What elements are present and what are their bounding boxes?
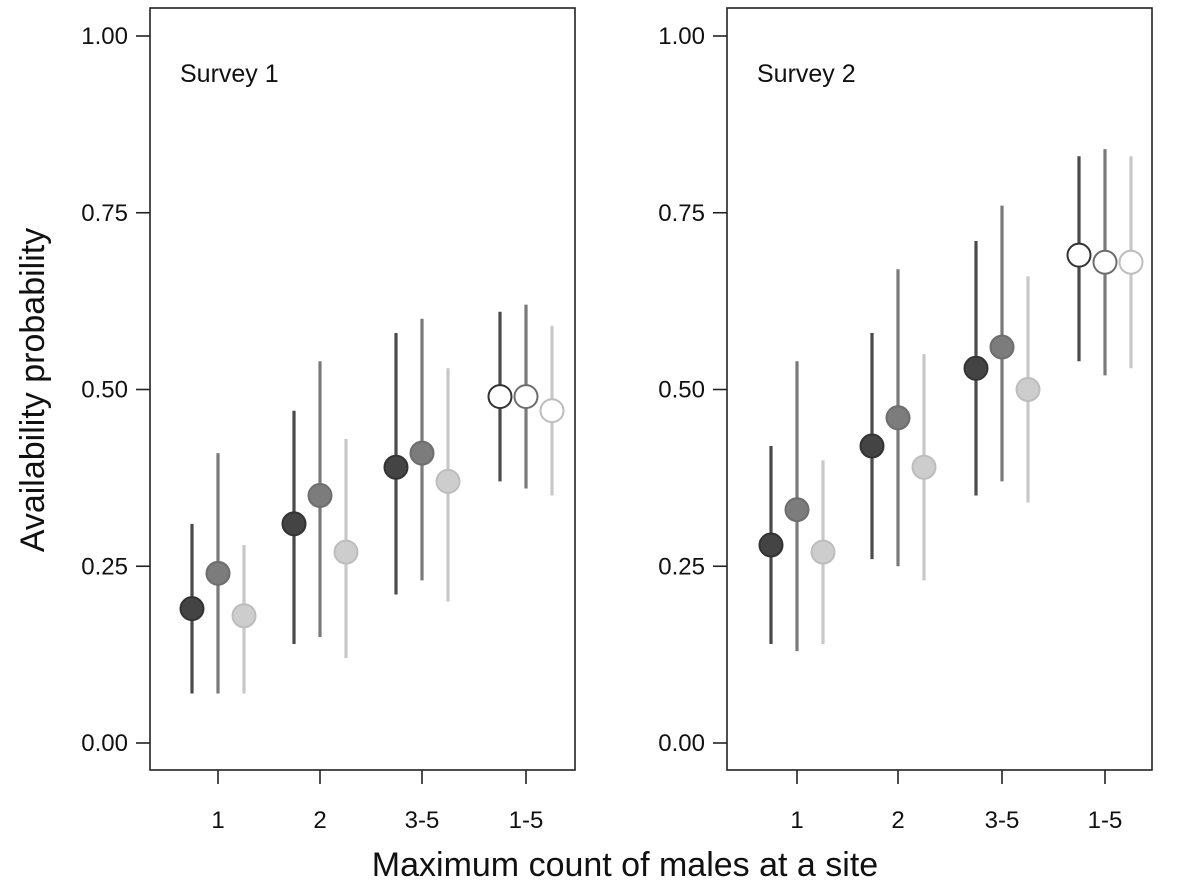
plot-frame: [726, 7, 1153, 771]
x-tick-label: 3-5: [985, 807, 1020, 834]
estimate-point: [989, 334, 1015, 360]
estimate-point: [333, 539, 359, 565]
estimate-point: [307, 483, 333, 509]
x-tick-label: 1: [790, 807, 803, 834]
y-tick-label: 0.25: [658, 553, 705, 580]
y-tick-label: 0.00: [658, 730, 705, 757]
estimate-point: [963, 355, 989, 381]
estimate-point: [758, 532, 784, 558]
x-tick-label: 3-5: [405, 807, 440, 834]
estimate-point: [435, 468, 461, 494]
x-tick-label: 2: [313, 807, 326, 834]
estimate-point: [513, 384, 539, 410]
y-tick-label: 0.00: [81, 730, 128, 757]
panel-label: Survey 2: [757, 60, 856, 88]
x-tick-label: 1: [211, 807, 224, 834]
estimate-point: [784, 497, 810, 523]
x-tick-label: 1-5: [509, 807, 544, 834]
estimate-point: [539, 398, 565, 424]
y-tick-label: 0.75: [81, 200, 128, 227]
x-axis-title: Maximum count of males at a site: [372, 846, 878, 884]
x-tick-label: 1-5: [1088, 807, 1123, 834]
estimate-point: [810, 539, 836, 565]
estimate-point: [179, 596, 205, 622]
y-axis-title: Availability probability: [14, 228, 52, 552]
estimate-point: [231, 603, 257, 629]
estimate-point: [885, 405, 911, 431]
panel-survey-2: Survey 2 0.00 0.25 0.50 0.75 1.00 1 2 3-5 1-5: [658, 7, 1153, 834]
x-tick-label: 2: [891, 807, 904, 834]
estimate-point: [487, 384, 513, 410]
estimate-point: [281, 511, 307, 537]
estimate-point: [205, 560, 231, 586]
estimate-point: [859, 433, 885, 459]
panel-label: Survey 1: [180, 60, 279, 88]
panel-survey-1: Survey 1 0.00 0.25 0.50 0.75 1.00 1 2 3-5 1-5: [81, 7, 576, 834]
y-tick-label: 0.50: [81, 377, 128, 404]
estimate-point: [383, 454, 409, 480]
estimate-point: [911, 454, 937, 480]
plot-frame: [149, 7, 576, 771]
estimate-point: [1066, 242, 1092, 268]
y-tick-label: 1.00: [81, 23, 128, 50]
y-tick-label: 1.00: [658, 23, 705, 50]
y-tick-label: 0.25: [81, 553, 128, 580]
y-tick-label: 0.75: [658, 200, 705, 227]
estimate-point: [409, 440, 435, 466]
y-tick-label: 0.50: [658, 377, 705, 404]
estimate-point: [1118, 249, 1144, 275]
estimate-point: [1092, 249, 1118, 275]
estimate-point: [1015, 377, 1041, 402]
